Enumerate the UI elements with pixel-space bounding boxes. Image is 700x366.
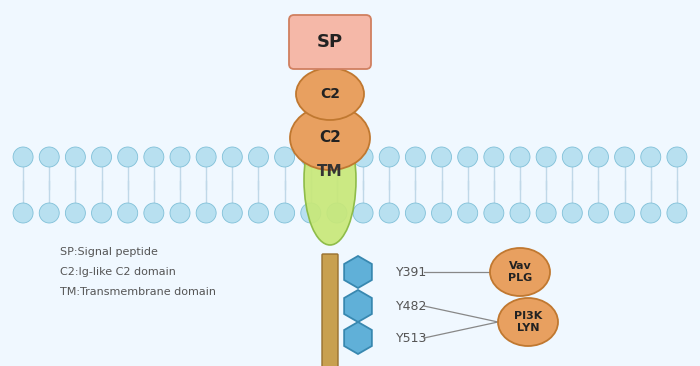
Circle shape: [640, 203, 661, 223]
Polygon shape: [344, 322, 372, 354]
Ellipse shape: [490, 248, 550, 296]
Circle shape: [301, 147, 321, 167]
Circle shape: [510, 203, 530, 223]
Circle shape: [13, 147, 33, 167]
Circle shape: [274, 147, 295, 167]
Circle shape: [39, 147, 60, 167]
Circle shape: [562, 147, 582, 167]
Circle shape: [196, 203, 216, 223]
Circle shape: [13, 203, 33, 223]
Circle shape: [431, 147, 452, 167]
Text: TM:Transmembrane domain: TM:Transmembrane domain: [60, 287, 216, 297]
Text: Y482: Y482: [396, 299, 428, 313]
Text: C2: C2: [320, 87, 340, 101]
Circle shape: [640, 147, 661, 167]
Circle shape: [196, 147, 216, 167]
Text: Vav
PLG: Vav PLG: [508, 261, 532, 283]
Circle shape: [589, 147, 608, 167]
Circle shape: [118, 203, 138, 223]
FancyBboxPatch shape: [322, 254, 338, 366]
Polygon shape: [344, 256, 372, 288]
Ellipse shape: [290, 106, 370, 170]
Circle shape: [484, 147, 504, 167]
Ellipse shape: [296, 68, 364, 120]
Circle shape: [248, 147, 269, 167]
Circle shape: [458, 203, 477, 223]
Circle shape: [353, 203, 373, 223]
Circle shape: [144, 147, 164, 167]
Circle shape: [589, 203, 608, 223]
Circle shape: [667, 147, 687, 167]
Circle shape: [274, 203, 295, 223]
Text: SP:Signal peptide: SP:Signal peptide: [60, 247, 158, 257]
Circle shape: [510, 147, 530, 167]
Text: Y513: Y513: [396, 332, 428, 344]
Circle shape: [458, 147, 477, 167]
Circle shape: [118, 147, 138, 167]
Circle shape: [92, 147, 111, 167]
Circle shape: [484, 203, 504, 223]
Circle shape: [379, 147, 399, 167]
Circle shape: [379, 203, 399, 223]
Circle shape: [248, 203, 269, 223]
Circle shape: [144, 203, 164, 223]
Circle shape: [92, 203, 111, 223]
Text: Y391: Y391: [396, 265, 427, 279]
Circle shape: [667, 203, 687, 223]
Circle shape: [65, 203, 85, 223]
Circle shape: [615, 147, 635, 167]
Ellipse shape: [498, 298, 558, 346]
FancyBboxPatch shape: [289, 15, 371, 69]
Polygon shape: [344, 290, 372, 322]
Circle shape: [39, 203, 60, 223]
Circle shape: [536, 147, 557, 167]
Ellipse shape: [304, 115, 356, 245]
Circle shape: [405, 203, 426, 223]
Circle shape: [536, 203, 557, 223]
Circle shape: [223, 147, 242, 167]
Text: C2: C2: [319, 131, 341, 146]
Circle shape: [431, 203, 452, 223]
Text: PI3K
LYN: PI3K LYN: [514, 311, 542, 333]
Text: TM: TM: [317, 164, 343, 179]
Circle shape: [170, 147, 190, 167]
Circle shape: [301, 203, 321, 223]
Circle shape: [353, 147, 373, 167]
Circle shape: [223, 203, 242, 223]
Circle shape: [170, 203, 190, 223]
Circle shape: [327, 203, 347, 223]
Circle shape: [327, 147, 347, 167]
Circle shape: [615, 203, 635, 223]
Circle shape: [65, 147, 85, 167]
Circle shape: [405, 147, 426, 167]
Text: C2:Ig-like C2 domain: C2:Ig-like C2 domain: [60, 267, 176, 277]
Circle shape: [562, 203, 582, 223]
Text: SP: SP: [317, 33, 343, 51]
